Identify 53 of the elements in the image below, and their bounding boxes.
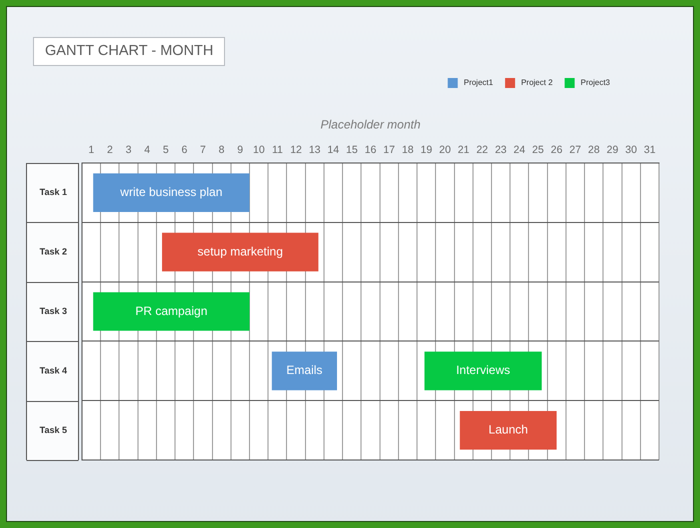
y-tick-label: Task 4 bbox=[40, 365, 68, 376]
x-tick-label: 13 bbox=[308, 144, 321, 156]
bar bbox=[93, 173, 250, 212]
bar bbox=[162, 232, 318, 272]
x-tick-label: 23 bbox=[494, 144, 507, 156]
bar bbox=[460, 410, 557, 450]
x-tick-label: 3 bbox=[126, 144, 132, 156]
x-tick-label: 21 bbox=[458, 144, 470, 156]
chart-title: GANTT CHART - MONTH bbox=[33, 37, 226, 66]
y-tick-label: Task 1 bbox=[40, 187, 68, 198]
x-tick-label: 6 bbox=[181, 144, 188, 156]
x-tick-label: 2 bbox=[106, 144, 113, 156]
x-tick-label: 15 bbox=[346, 144, 358, 156]
x-tick-label: 27 bbox=[569, 144, 582, 156]
data-label: Emails bbox=[286, 363, 322, 378]
x-tick-label: 20 bbox=[439, 144, 451, 156]
legend-label: Project 2 bbox=[521, 78, 554, 88]
data-label: write business plan bbox=[119, 185, 222, 200]
x-tick-label: 14 bbox=[327, 144, 340, 156]
data-label: PR campaign bbox=[135, 304, 208, 318]
data-label: setup marketing bbox=[198, 244, 283, 258]
x-tick-label: 19 bbox=[420, 144, 432, 156]
data-label: Launch bbox=[488, 422, 528, 437]
x-tick-label: 12 bbox=[290, 144, 302, 156]
x-tick-label: 30 bbox=[625, 144, 638, 156]
x-tick-label: 17 bbox=[383, 144, 396, 156]
x-tick-label: 29 bbox=[606, 144, 618, 156]
x-tick-label: 31 bbox=[644, 144, 656, 156]
x-tick-label: 26 bbox=[550, 144, 563, 156]
x-axis-title: Placeholder month bbox=[320, 118, 421, 132]
x-tick-label: 4 bbox=[144, 144, 150, 156]
x-tick-label: 18 bbox=[402, 144, 414, 156]
y-tick-label: Task 5 bbox=[40, 424, 68, 435]
x-tick-label: 10 bbox=[252, 144, 265, 156]
x-tick-label: 5 bbox=[162, 144, 169, 156]
legend-label: Project1 bbox=[464, 78, 494, 88]
x-tick-label: 22 bbox=[476, 144, 488, 156]
x-tick-label: 25 bbox=[532, 144, 544, 156]
x-tick-label: 16 bbox=[364, 144, 376, 156]
data-label: Interviews bbox=[456, 363, 510, 378]
y-tick-label: Task 3 bbox=[40, 306, 68, 316]
bar bbox=[424, 352, 542, 390]
x-tick-label: 7 bbox=[200, 144, 206, 156]
x-tick-label: 28 bbox=[588, 144, 600, 156]
bar bbox=[272, 352, 337, 390]
y-tick-label: Task 2 bbox=[40, 246, 68, 257]
x-tick-label: 8 bbox=[218, 144, 225, 156]
legend-label: Project3 bbox=[580, 78, 611, 88]
x-tick-label: 24 bbox=[514, 144, 526, 156]
x-tick-label: 1 bbox=[88, 144, 94, 156]
x-tick-label: 9 bbox=[237, 144, 244, 156]
bar bbox=[93, 292, 250, 331]
x-tick-label: 11 bbox=[272, 144, 284, 156]
